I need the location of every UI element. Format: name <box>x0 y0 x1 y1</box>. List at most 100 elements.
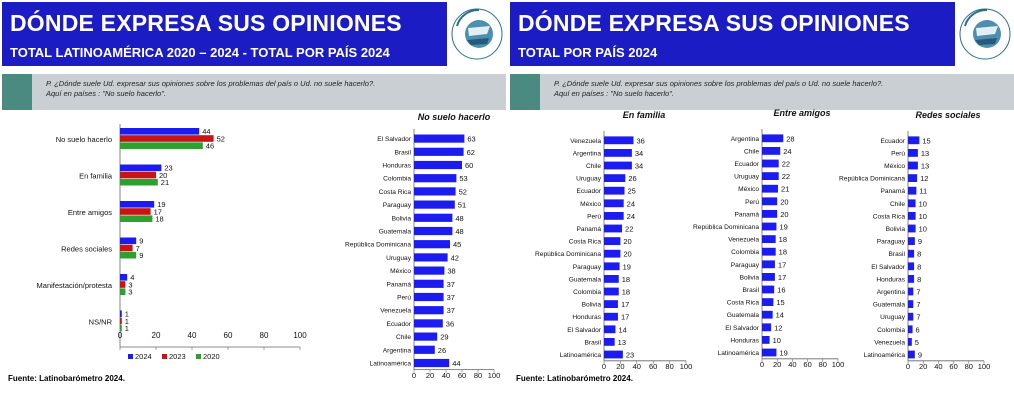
data-label: 28 <box>786 134 794 143</box>
legend-swatch-2020 <box>196 354 201 359</box>
category-label: Colombia <box>877 327 905 334</box>
bar <box>604 262 620 271</box>
bar <box>604 249 621 258</box>
page-subtitle: TOTAL POR PAÍS 2024 <box>518 45 658 60</box>
x-tick-label: 60 <box>224 331 233 340</box>
x-tick-label: 100 <box>680 362 693 371</box>
data-label: 37 <box>447 306 455 315</box>
bar <box>604 300 618 309</box>
bar-2023 <box>120 135 214 142</box>
category-label: Latinoamérica <box>864 352 906 359</box>
category-label: Entre amigos <box>68 208 112 217</box>
bar <box>908 199 916 208</box>
bar-2024 <box>120 310 122 318</box>
x-tick-label: 40 <box>788 360 796 369</box>
data-label: 22 <box>782 160 790 169</box>
data-label: 6 <box>916 325 920 334</box>
bar <box>414 306 444 315</box>
data-label: 14 <box>618 325 626 334</box>
x-tick-label: 100 <box>488 371 501 380</box>
bar <box>762 272 775 281</box>
category-label: Uruguay <box>880 314 906 321</box>
question-bar-accent <box>510 74 540 110</box>
bar <box>762 247 776 256</box>
category-label: Brasil <box>585 339 602 346</box>
data-label: 52 <box>459 187 467 196</box>
category-label: Latinoamérica <box>560 352 602 359</box>
bar <box>762 335 770 344</box>
bar-2020 <box>120 251 137 259</box>
data-label: 3 <box>128 288 132 297</box>
data-label: 3 <box>128 280 132 289</box>
data-label: 13 <box>618 338 626 347</box>
bar <box>762 235 776 244</box>
data-label: 13 <box>921 162 929 171</box>
category-label: Guatemala <box>379 229 412 236</box>
x-tick-label: 80 <box>260 331 269 340</box>
bar <box>762 197 778 206</box>
data-label: 46 <box>206 142 214 151</box>
category-label: Paraguay <box>573 264 602 271</box>
bar <box>604 161 632 170</box>
category-label: Costa Rica <box>569 239 602 246</box>
question-bar: P. ¿Dónde suele Ud. expresar sus opinion… <box>2 74 506 110</box>
data-label: 21 <box>781 185 789 194</box>
category-label: Panamá <box>734 211 759 218</box>
x-tick-label: 60 <box>649 362 657 371</box>
data-label: 60 <box>465 161 473 170</box>
x-tick-label: 100 <box>978 362 991 371</box>
latinobarometro-logo-icon <box>959 8 1011 60</box>
category-label: Venezuela <box>728 237 759 244</box>
category-label: Paraguay <box>383 202 412 209</box>
bar <box>414 213 453 222</box>
data-label: 38 <box>447 267 455 276</box>
bar <box>604 199 624 208</box>
data-label: 26 <box>628 174 636 183</box>
chart-amigos: Entre amigos 0 20 40 60 80 100 Argentina 28 Chile… <box>693 108 844 369</box>
category-label: Colombia <box>383 176 411 183</box>
data-label: 8 <box>917 275 921 284</box>
bar <box>414 226 453 236</box>
bar <box>908 136 920 145</box>
bar <box>604 237 621 246</box>
data-label: 19 <box>157 200 165 209</box>
category-label: Perú <box>745 199 759 206</box>
category-label: El Salvador <box>725 325 760 332</box>
data-label: 23 <box>626 351 634 360</box>
bar <box>414 187 456 196</box>
question-bar-accent <box>2 74 32 110</box>
bar <box>762 134 784 143</box>
question-text: P. ¿Dónde suele Ud. expresar sus opinion… <box>46 79 375 99</box>
category-label: México <box>580 201 601 208</box>
category-label: Brasil <box>889 251 906 258</box>
data-label: 20 <box>780 210 788 219</box>
data-label: 24 <box>627 212 635 221</box>
category-label: Latinoamérica <box>718 350 760 357</box>
data-label: 45 <box>453 240 461 249</box>
bar-2024 <box>120 164 162 172</box>
data-label: 18 <box>155 215 163 224</box>
bar <box>908 337 912 346</box>
data-label: 8 <box>917 250 921 259</box>
bar <box>414 147 464 156</box>
data-label: 24 <box>627 199 635 208</box>
bar <box>414 253 448 262</box>
data-label: 36 <box>446 319 454 328</box>
data-label: 53 <box>459 174 467 183</box>
data-label: 19 <box>623 262 631 271</box>
data-label: 20 <box>623 250 631 259</box>
category-label: Guatemala <box>727 312 760 319</box>
category-label: No suelo hacerlo <box>56 135 112 144</box>
category-label: Paraguay <box>877 239 906 246</box>
data-label: 9 <box>139 237 143 246</box>
x-tick-label: 100 <box>832 360 845 369</box>
category-label: Honduras <box>382 163 411 170</box>
category-label: Bolivia <box>740 274 760 281</box>
data-label: 17 <box>621 300 629 309</box>
category-label: Guatemala <box>873 302 906 309</box>
category-label: México <box>738 186 759 193</box>
chart-no_suelo: No suelo hacerlo 0 20 40 60 80 100 El Salvador 6… <box>345 112 500 380</box>
data-label: 1 <box>125 324 129 333</box>
